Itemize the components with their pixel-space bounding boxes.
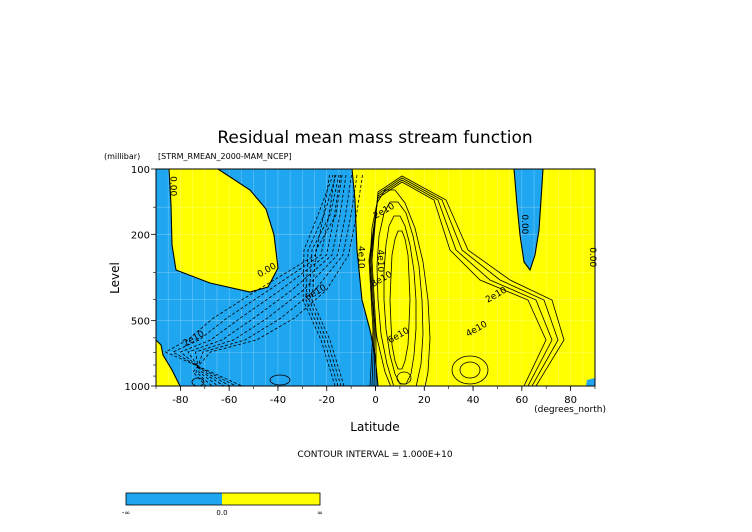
positive-contour xyxy=(383,215,417,385)
x-tick-label: 60 xyxy=(515,395,528,406)
colorbar: -∞ 0.0 ∞ xyxy=(122,492,323,517)
contour-label: 4e10 xyxy=(375,249,385,272)
y-axis-label: Level xyxy=(108,262,122,294)
contour-label: 4e10 xyxy=(355,246,365,269)
negative-contour xyxy=(187,174,347,386)
positive-contour xyxy=(269,374,291,386)
colorbar-frame xyxy=(125,492,321,506)
zero-contour xyxy=(513,169,544,272)
contour-interval-note: CONTOUR INTERVAL = 1.000E+10 xyxy=(297,450,452,460)
contour-label: 0.00 xyxy=(587,247,597,267)
x-tick-label: -60 xyxy=(221,395,237,406)
y-tick-label: 500 xyxy=(131,317,150,328)
positive-contour xyxy=(396,371,412,385)
y-units-label: (millibar) xyxy=(104,152,140,161)
colorbar-label-min: -∞ xyxy=(122,509,130,517)
positive-contour xyxy=(376,201,424,386)
positive-contour xyxy=(368,181,547,386)
negative-contour xyxy=(305,174,339,386)
negative-contour xyxy=(164,174,330,386)
negative-region-north xyxy=(514,169,543,270)
negative-contour xyxy=(195,174,358,386)
x-units-label: (degrees_north) xyxy=(534,405,606,415)
positive-contour xyxy=(459,361,481,379)
negative-contour xyxy=(192,174,363,386)
x-axis: -80 -60 -40 -20 0 20 40 60 80 xyxy=(155,386,596,406)
positive-contour xyxy=(451,355,489,385)
x-tick-label: 80 xyxy=(564,395,577,406)
negative-region-south xyxy=(156,169,378,386)
contour-label: 0.00 xyxy=(519,214,529,234)
x-tick-label: -80 xyxy=(172,395,188,406)
negative-contour xyxy=(172,174,336,386)
positive-contour xyxy=(371,175,565,386)
x-tick-label: 40 xyxy=(467,395,480,406)
negative-contour xyxy=(311,174,345,386)
grid xyxy=(156,169,595,386)
zero-contour xyxy=(351,169,379,386)
contour-label: 0.00 xyxy=(168,176,178,196)
colorbar-negative xyxy=(126,493,222,505)
negative-contour xyxy=(308,174,342,386)
zero-contour xyxy=(156,339,181,386)
colorbar-positive xyxy=(222,493,320,505)
positive-contour xyxy=(191,377,205,386)
y-tick-label: 100 xyxy=(131,165,150,176)
colorbar-label-max: ∞ xyxy=(317,509,323,517)
negative-contour xyxy=(302,174,336,386)
y-axis: 100 200 500 1000 xyxy=(125,165,156,393)
x-tick-label: 0 xyxy=(372,395,378,406)
y-tick-label: 1000 xyxy=(125,382,150,393)
x-tick-label: 20 xyxy=(418,395,431,406)
positive-contour xyxy=(369,179,553,386)
x-tick-label: -40 xyxy=(270,395,286,406)
colorbar-label-zero: 0.0 xyxy=(216,509,227,517)
chart-title: Residual mean mass stream function xyxy=(217,128,532,148)
x-tick-label: -20 xyxy=(319,395,335,406)
plot-area xyxy=(156,169,595,386)
contour-lines xyxy=(156,169,565,386)
negative-contour xyxy=(195,174,352,386)
x-axis-label: Latitude xyxy=(350,420,399,434)
negative-region-surface xyxy=(586,378,595,386)
positive-contour xyxy=(389,230,411,370)
y-tick-label: 200 xyxy=(131,230,150,241)
positive-contour xyxy=(370,177,559,386)
chart-subtitle: [STRM_RMEAN_2000-MAM_NCEP] xyxy=(158,152,292,161)
negative-contour xyxy=(179,174,341,386)
